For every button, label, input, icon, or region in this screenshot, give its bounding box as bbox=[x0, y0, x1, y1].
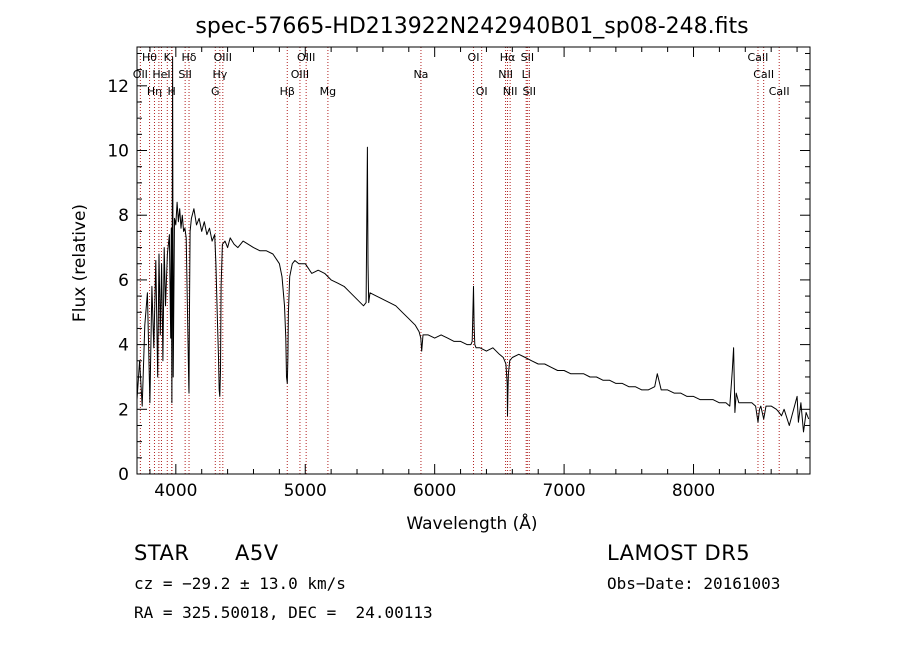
line-marker-label: OIII bbox=[297, 51, 315, 64]
y-tick-label: 6 bbox=[118, 271, 129, 291]
y-axis-label: Flux (relative) bbox=[70, 204, 90, 322]
ra-dec: RA = 325.50018, DEC = 24.00113 bbox=[134, 603, 433, 622]
line-marker-label: Hβ bbox=[280, 85, 295, 98]
y-tick-label: 8 bbox=[118, 206, 129, 226]
line-marker-label: Na bbox=[413, 68, 428, 81]
emission-line-markers: OIIHθHηHeIKHSIIHδGHγOIIIHβOIIIOIIIMgNaOI… bbox=[133, 47, 790, 474]
line-marker-label: CaII bbox=[753, 68, 774, 81]
spectrum-line bbox=[136, 56, 810, 433]
x-tick-label: 7000 bbox=[542, 481, 585, 501]
x-tick-label: 4000 bbox=[154, 481, 197, 501]
x-tick-label: 8000 bbox=[672, 481, 715, 501]
chart-title: spec-57665-HD213922N242940B01_sp08-248.f… bbox=[195, 14, 748, 39]
line-marker-label: Hδ bbox=[182, 51, 197, 64]
survey-name: LAMOST DR5 bbox=[607, 541, 751, 565]
line-marker-label: NII bbox=[498, 68, 513, 81]
line-marker-label: CaII bbox=[769, 85, 790, 98]
line-marker-label: CaII bbox=[748, 51, 769, 64]
line-marker-label: OIII bbox=[214, 51, 232, 64]
line-marker-label: K bbox=[164, 51, 172, 64]
line-marker-label: SII bbox=[521, 51, 534, 64]
line-marker-label: OIII bbox=[291, 68, 309, 81]
x-tick-label: 6000 bbox=[413, 481, 456, 501]
redshift-cz: cz = −29.2 ± 13.0 km/s bbox=[134, 574, 346, 593]
axes: 4000 5000 6000 7000 8000 0 2 4 6 8 10 12 bbox=[107, 46, 811, 501]
x-axis-label: Wavelength (Å) bbox=[406, 512, 537, 534]
line-marker-label: Hη bbox=[147, 85, 162, 98]
line-marker-label: NII bbox=[503, 85, 518, 98]
line-marker-label: OI bbox=[468, 51, 480, 64]
obs-date: Obs−Date: 20161003 bbox=[607, 574, 781, 593]
spectrum-series bbox=[136, 56, 810, 433]
line-marker-label: Li bbox=[522, 68, 531, 81]
object-class: STAR bbox=[134, 541, 190, 565]
line-marker-label: G bbox=[211, 85, 220, 98]
line-marker-label: OI bbox=[476, 85, 488, 98]
y-tick-label: 0 bbox=[118, 465, 129, 485]
line-marker-label: SII bbox=[523, 85, 536, 98]
line-marker-label: HeI bbox=[152, 68, 170, 81]
line-marker-label: SII bbox=[178, 68, 191, 81]
plot-frame bbox=[136, 46, 811, 475]
line-marker-label: Hα bbox=[500, 51, 516, 64]
y-tick-label: 2 bbox=[118, 400, 129, 420]
y-tick-label: 12 bbox=[107, 77, 129, 97]
line-marker-label: Hγ bbox=[212, 68, 227, 81]
line-marker-label: Hθ bbox=[142, 51, 157, 64]
line-marker-label: Mg bbox=[320, 85, 336, 98]
y-tick-label: 10 bbox=[107, 142, 129, 162]
line-marker-label: H bbox=[168, 85, 176, 98]
x-tick-label: 5000 bbox=[284, 481, 327, 501]
object-subclass: A5V bbox=[235, 541, 279, 565]
y-tick-label: 4 bbox=[118, 336, 129, 356]
